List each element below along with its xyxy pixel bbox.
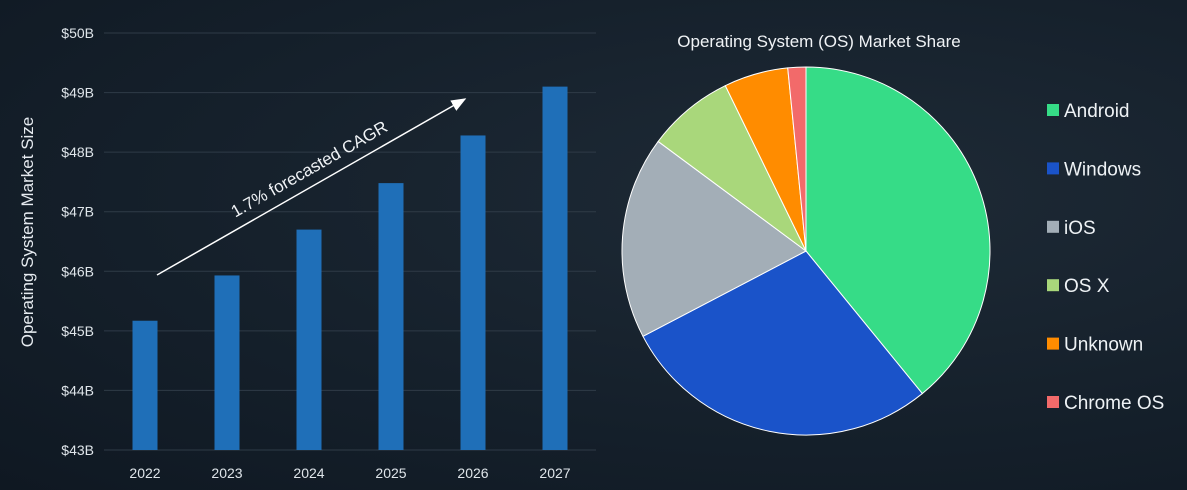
legend-swatch — [1047, 337, 1059, 350]
x-tick-label: 2027 — [539, 465, 570, 481]
legend-item: Unknown — [1047, 335, 1143, 356]
legend-swatch — [1047, 220, 1059, 233]
y-axis-ticks: $43B $44B $45B $46B $47B $48B $49B $50B — [61, 25, 94, 458]
pie-slices — [621, 66, 991, 436]
legend: Android Windows iOS OS X Unknown Chrome OS — [1047, 101, 1164, 414]
y-tick-label: $46B — [61, 263, 94, 279]
bars — [132, 86, 568, 450]
bar — [296, 229, 322, 450]
legend-swatch — [1047, 279, 1059, 292]
legend-item: Windows — [1047, 159, 1141, 180]
pie-chart: Operating System (OS) Market Share Andro… — [621, 32, 1164, 436]
legend-swatch — [1047, 396, 1059, 408]
grid-lines — [104, 32, 596, 451]
pie-title: Operating System (OS) Market Share — [677, 32, 960, 51]
pie-slice-ios — [621, 140, 807, 337]
x-tick-label: 2024 — [293, 465, 324, 481]
y-axis-label: Operating System Market Size — [18, 117, 37, 348]
x-tick-label: 2023 — [211, 465, 242, 481]
bar — [542, 86, 568, 450]
y-tick-label: $48B — [61, 144, 94, 160]
legend-label: Android — [1064, 101, 1130, 122]
cagr-annotation: 1.7% forecasted CAGR — [228, 117, 391, 221]
legend-swatch — [1047, 162, 1059, 175]
y-tick-label: $50B — [61, 25, 94, 41]
y-tick-label: $44B — [61, 382, 94, 398]
legend-label: iOS — [1064, 218, 1096, 239]
bar — [460, 135, 486, 450]
pie-slice-chrome-os — [787, 66, 807, 252]
legend-label: Windows — [1064, 159, 1141, 180]
x-tick-label: 2026 — [457, 465, 488, 481]
legend-item: Android — [1047, 101, 1130, 122]
legend-item: iOS — [1047, 218, 1096, 239]
y-tick-label: $49B — [61, 85, 94, 101]
legend-swatch — [1047, 104, 1059, 116]
x-axis-ticks: 2022 2023 2024 2025 2026 2027 — [129, 465, 570, 481]
bar — [214, 275, 240, 450]
bar — [132, 320, 158, 450]
legend-label: OS X — [1064, 276, 1110, 297]
bar-chart: $43B$44B$45B$46B$47B$48B$49B$50B 2022 202… — [18, 25, 596, 481]
y-tick-label: $45B — [61, 323, 94, 339]
pie-slice-windows — [642, 250, 924, 436]
y-tick-label: $43B — [61, 442, 94, 458]
y-tick-label: $47B — [61, 204, 94, 220]
cagr-arrow — [156, 98, 467, 276]
bar — [378, 183, 404, 450]
pie-slice-android — [805, 66, 991, 395]
x-tick-label: 2022 — [129, 465, 160, 481]
x-tick-label: 2025 — [375, 465, 406, 481]
legend-label: Unknown — [1064, 335, 1143, 356]
legend-item: OS X — [1047, 276, 1110, 297]
legend-label: Chrome OS — [1064, 393, 1164, 414]
legend-item: Chrome OS — [1047, 393, 1164, 414]
